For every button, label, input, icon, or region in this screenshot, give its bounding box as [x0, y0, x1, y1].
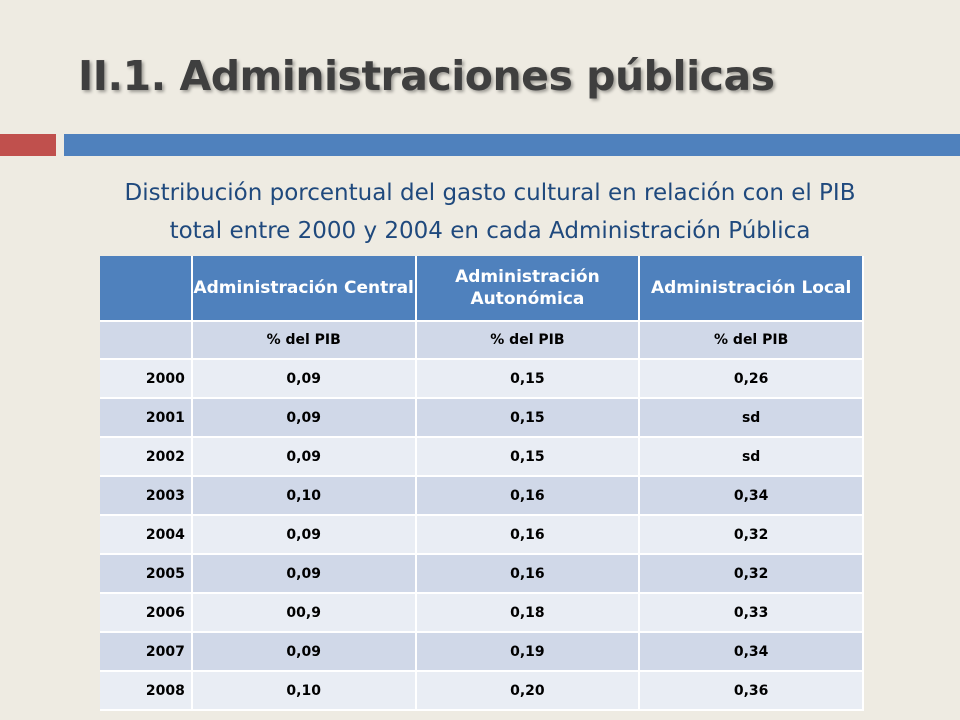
header-cell-autonomica: Administración Autonómica: [415, 256, 641, 322]
value-cell: 0,32: [639, 554, 864, 594]
subtitle-line-1: Distribución porcentual del gasto cultur…: [124, 180, 856, 206]
accent-bar-red: [0, 134, 56, 156]
value-cell: 0,09: [191, 632, 417, 672]
table-row: 2005 0,09 0,16 0,32: [100, 554, 864, 594]
value-cell: 0,36: [639, 671, 864, 711]
year-cell: 2007: [100, 632, 193, 672]
header-cell-central: Administración Central: [191, 256, 417, 322]
units-cell-central: % del PIB: [191, 321, 417, 360]
table-row: 2003 0,10 0,16 0,34: [100, 476, 864, 516]
value-cell: sd: [639, 398, 864, 438]
table-row: 2006 00,9 0,18 0,33: [100, 593, 864, 633]
value-cell: 0,09: [191, 359, 417, 399]
table-row: 2007 0,09 0,19 0,34: [100, 632, 864, 672]
table-row: 2000 0,09 0,15 0,26: [100, 359, 864, 399]
value-cell: 0,34: [639, 632, 864, 672]
value-cell: 0,18: [415, 593, 641, 633]
value-cell: 0,19: [415, 632, 641, 672]
value-cell: 0,09: [191, 515, 417, 555]
value-cell: 0,16: [415, 515, 641, 555]
accent-bar-blue: [64, 134, 960, 156]
year-cell: 2008: [100, 671, 193, 711]
table-row: 2002 0,09 0,15 sd: [100, 437, 864, 477]
year-cell: 2006: [100, 593, 193, 633]
value-cell: 00,9: [191, 593, 417, 633]
table-row: 2004 0,09 0,16 0,32: [100, 515, 864, 555]
slide-subtitle: Distribución porcentual del gasto cultur…: [40, 174, 940, 250]
value-cell: 0,10: [191, 476, 417, 516]
header-cell-local: Administración Local: [639, 256, 864, 322]
value-cell: 0,16: [415, 554, 641, 594]
value-cell: 0,20: [415, 671, 641, 711]
year-cell: 2004: [100, 515, 193, 555]
year-cell: 2001: [100, 398, 193, 438]
value-cell: 0,15: [415, 437, 641, 477]
year-cell: 2005: [100, 554, 193, 594]
value-cell: 0,33: [639, 593, 864, 633]
value-cell: 0,09: [191, 398, 417, 438]
year-cell: 2000: [100, 359, 193, 399]
value-cell: 0,34: [639, 476, 864, 516]
subtitle-line-2: total entre 2000 y 2004 en cada Administ…: [169, 218, 811, 244]
units-cell-autonomica: % del PIB: [415, 321, 641, 360]
value-cell: sd: [639, 437, 864, 477]
table-units-row: % del PIB % del PIB % del PIB: [100, 321, 864, 360]
header-cell-empty: [100, 256, 193, 322]
value-cell: 0,09: [191, 437, 417, 477]
slide-title: II.1. Administraciones públicas: [78, 52, 775, 100]
value-cell: 0,26: [639, 359, 864, 399]
value-cell: 0,09: [191, 554, 417, 594]
value-cell: 0,32: [639, 515, 864, 555]
year-cell: 2003: [100, 476, 193, 516]
table-row: 2008 0,10 0,20 0,36: [100, 671, 864, 711]
gdp-table: Administración Central Administración Au…: [100, 256, 864, 711]
year-cell: 2002: [100, 437, 193, 477]
value-cell: 0,15: [415, 398, 641, 438]
units-cell-local: % del PIB: [639, 321, 864, 360]
value-cell: 0,15: [415, 359, 641, 399]
table-header-row: Administración Central Administración Au…: [100, 256, 864, 322]
value-cell: 0,10: [191, 671, 417, 711]
table-row: 2001 0,09 0,15 sd: [100, 398, 864, 438]
units-cell-empty: [100, 321, 193, 360]
value-cell: 0,16: [415, 476, 641, 516]
